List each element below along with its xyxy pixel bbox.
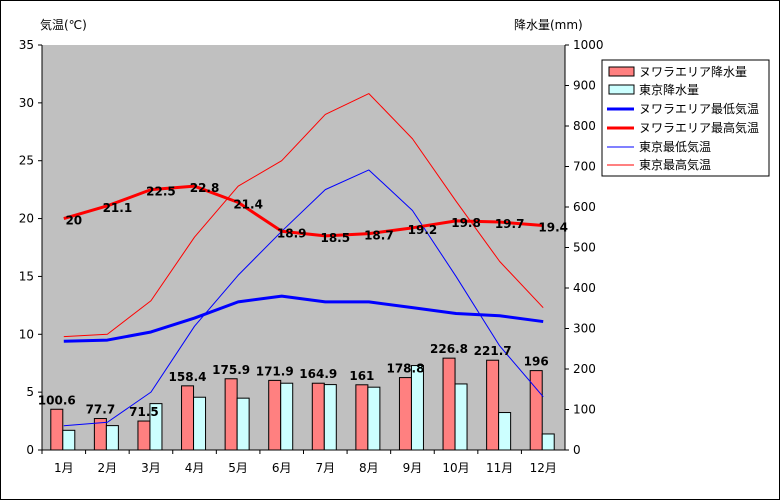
precip-label-12: 196 xyxy=(524,355,549,369)
max-temp-label-3: 22.5 xyxy=(146,185,176,199)
legend-label-line-2: 東京最低気温 xyxy=(639,139,711,154)
max-temp-label-10: 19.8 xyxy=(451,216,481,230)
x-tick-label-10: 10月 xyxy=(442,461,469,475)
right-axis-title: 降水量(mm) xyxy=(514,18,583,32)
precip-label-9: 178.8 xyxy=(386,362,424,376)
precip-bar-nuwara-eliya-8 xyxy=(355,384,369,451)
plot-area xyxy=(42,45,565,450)
precip-bar-nuwara-eliya-12 xyxy=(529,370,543,451)
x-tick-label-7: 7月 xyxy=(315,461,335,475)
series-line-2 xyxy=(63,169,544,427)
precip-bar-tokyo-1 xyxy=(62,429,76,451)
left-tick-label-35: 35 xyxy=(19,38,34,52)
precip-label-3: 71.5 xyxy=(129,405,159,419)
precip-bar-tokyo-10 xyxy=(454,383,468,451)
data-labels-layer: 100.6 77.7 71.5 158.4 175.9 171.9 164.9 161 178.… xyxy=(38,181,568,419)
x-tick-label-2: 2月 xyxy=(98,461,118,475)
x-tick-label-4: 4月 xyxy=(185,461,205,475)
legend-label-line-1: ヌワラエリア最高気温 xyxy=(639,120,759,135)
precip-bar-tokyo-8 xyxy=(367,386,381,451)
left-tick-label-10: 10 xyxy=(19,327,34,341)
max-temp-label-2: 21.1 xyxy=(103,201,133,215)
left-tick-label-20: 20 xyxy=(19,212,34,226)
axes-layer: 0 5 10 15 20 25 30 35 0 100 200 300 400 500 600 700 800 9… xyxy=(19,38,604,475)
precip-label-2: 77.7 xyxy=(86,403,116,417)
x-tick-label-6: 6月 xyxy=(272,461,292,475)
precip-bar-tokyo-5 xyxy=(236,397,250,451)
precip-bar-tokyo-2 xyxy=(105,425,119,451)
right-tick-label-100: 100 xyxy=(573,403,596,417)
series-line-1 xyxy=(63,184,544,238)
legend-box xyxy=(601,59,770,177)
right-tick-label-300: 300 xyxy=(573,322,596,336)
precip-label-10: 226.8 xyxy=(430,342,468,356)
precip-label-1: 100.6 xyxy=(38,393,76,407)
left-tick-label-30: 30 xyxy=(19,96,34,110)
precip-bar-nuwara-eliya-9 xyxy=(398,377,412,451)
max-temp-label-6: 18.9 xyxy=(277,226,307,240)
right-tick-label-800: 800 xyxy=(573,119,596,133)
x-tick-label-9: 9月 xyxy=(403,461,423,475)
right-tick-label-900: 900 xyxy=(573,79,596,93)
x-tick-label-5: 5月 xyxy=(228,461,248,475)
precip-bar-tokyo-4 xyxy=(193,396,207,451)
x-tick-label-11: 11月 xyxy=(486,461,513,475)
left-tick-label-25: 25 xyxy=(19,154,34,168)
max-temp-label-9: 19.2 xyxy=(408,223,438,237)
x-tick-label-3: 3月 xyxy=(141,461,161,475)
right-tick-label-700: 700 xyxy=(573,160,596,174)
series-line-3 xyxy=(63,93,544,338)
precip-bar-nuwara-eliya-3 xyxy=(137,420,151,451)
precip-bar-tokyo-7 xyxy=(323,384,337,451)
precip-bar-nuwara-eliya-11 xyxy=(486,359,500,451)
precip-bar-tokyo-6 xyxy=(280,382,294,451)
precip-bar-nuwara-eliya-6 xyxy=(268,379,282,451)
precip-label-6: 171.9 xyxy=(256,364,294,378)
legend-label-line-3: 東京最高気温 xyxy=(639,157,711,172)
precip-bar-nuwara-eliya-1 xyxy=(50,408,64,451)
legend-swatch-bar-0 xyxy=(608,66,635,77)
precip-label-5: 175.9 xyxy=(212,363,250,377)
left-axis-title: 気温(℃) xyxy=(40,17,87,32)
left-tick-label-5: 5 xyxy=(26,385,34,399)
right-tick-label-200: 200 xyxy=(573,362,596,376)
max-temp-label-12: 19.4 xyxy=(538,221,568,235)
precip-bar-nuwara-eliya-4 xyxy=(181,385,195,451)
precip-label-4: 158.4 xyxy=(169,370,207,384)
right-tick-label-600: 600 xyxy=(573,200,596,214)
max-temp-label-4: 22.8 xyxy=(190,181,220,195)
series-line-0 xyxy=(63,294,544,343)
left-tick-label-0: 0 xyxy=(26,443,34,457)
precip-bar-nuwara-eliya-10 xyxy=(442,357,456,451)
legend-label-bar-1: 東京降水量 xyxy=(639,83,699,97)
right-tick-label-500: 500 xyxy=(573,241,596,255)
max-temp-label-1: 20 xyxy=(65,214,82,228)
legend-label-bar-0: ヌワラエリア降水量 xyxy=(639,65,747,79)
precip-bar-nuwara-eliya-7 xyxy=(311,382,325,451)
right-tick-label-1000: 1000 xyxy=(573,38,604,52)
right-tick-label-400: 400 xyxy=(573,281,596,295)
max-temp-label-8: 18.7 xyxy=(364,229,394,243)
legend-label-line-0: ヌワラエリア最低気温 xyxy=(639,101,759,116)
lines-layer xyxy=(63,93,544,427)
legend-swatch-bar-1 xyxy=(608,84,635,95)
max-temp-label-11: 19.7 xyxy=(495,217,525,231)
left-tick-label-15: 15 xyxy=(19,269,34,283)
x-tick-label-1: 1月 xyxy=(54,461,74,475)
legend: ヌワラエリア降水量東京降水量ヌワラエリア最低気温ヌワラエリア最高気温東京最低気温… xyxy=(601,59,770,177)
bars-layer xyxy=(50,357,555,451)
precip-bar-tokyo-9 xyxy=(410,365,424,451)
precip-label-8: 161 xyxy=(349,369,374,383)
max-temp-label-7: 18.5 xyxy=(320,231,350,245)
precip-bar-tokyo-11 xyxy=(498,412,512,451)
x-tick-label-8: 8月 xyxy=(359,461,379,475)
right-tick-label-0: 0 xyxy=(573,443,581,457)
precip-bar-tokyo-12 xyxy=(541,433,555,451)
precip-label-11: 221.7 xyxy=(474,344,512,358)
x-tick-label-12: 12月 xyxy=(530,461,557,475)
max-temp-label-5: 21.4 xyxy=(233,197,263,211)
precip-label-7: 164.9 xyxy=(299,367,337,381)
precip-bar-nuwara-eliya-5 xyxy=(224,378,238,451)
